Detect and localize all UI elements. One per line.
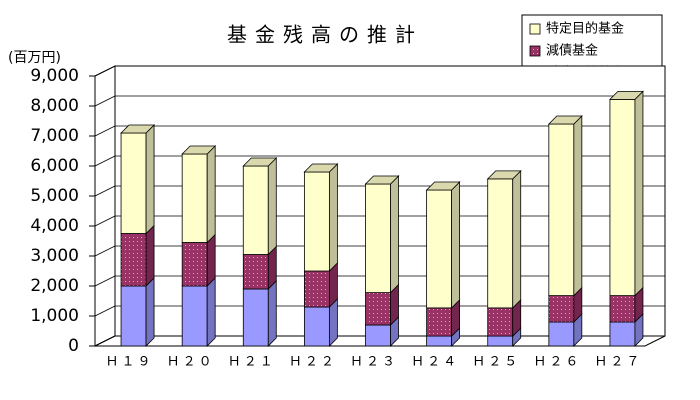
- bar-segment: [365, 324, 391, 347]
- legend-label: 減債基金: [546, 43, 598, 59]
- bar-top: [364, 175, 400, 185]
- grid-line: [94, 335, 116, 347]
- bar-segment: [609, 321, 636, 347]
- x-tick-label: Ｈ２７: [594, 355, 642, 370]
- bar-side: [206, 277, 216, 347]
- y-tick-label: 4,000: [30, 216, 79, 236]
- bar-segment: [426, 335, 453, 347]
- bar-segment: [548, 123, 575, 297]
- bar-segment: [365, 183, 391, 293]
- bar-top: [242, 157, 278, 167]
- x-tick-label: Ｈ２０: [167, 355, 215, 370]
- bar-segment: [120, 132, 147, 234]
- y-tick-label: 2,000: [30, 276, 79, 296]
- bar-segment: [426, 189, 453, 309]
- bar-segment: [120, 285, 147, 347]
- bar-side: [145, 277, 155, 347]
- bar-side: [451, 181, 461, 309]
- side-wall: [94, 65, 116, 347]
- bar-segment: [303, 270, 330, 308]
- bar-side: [145, 224, 155, 287]
- bar-segment: [181, 153, 208, 243]
- x-tick-label: Ｈ２４: [411, 355, 459, 370]
- bar-side: [328, 163, 338, 272]
- y-tick-label: 9,000: [30, 66, 79, 86]
- bar-segment: [303, 306, 330, 347]
- bar-segment: [365, 292, 391, 326]
- bar-side: [634, 90, 644, 297]
- bar-top: [303, 163, 339, 173]
- bar-side: [206, 233, 216, 287]
- legend-swatch: [529, 45, 541, 57]
- x-tick-label: Ｈ２５: [472, 355, 520, 370]
- y-tick-label: 5,000: [30, 186, 79, 206]
- y-tick-label: 1,000: [30, 306, 79, 326]
- legend-swatch: [529, 23, 541, 35]
- y-tick-label: 8,000: [30, 96, 79, 116]
- y-tick-label: 0: [68, 336, 79, 356]
- bar-segment: [181, 242, 208, 287]
- bar-segment: [548, 295, 575, 323]
- bar-segment: [609, 295, 636, 323]
- bar-segment: [487, 178, 514, 309]
- grid-line: [94, 275, 116, 287]
- x-tick-label: Ｈ２２: [289, 355, 337, 370]
- bar-side: [512, 169, 522, 309]
- grid-line: [94, 305, 116, 317]
- bar-top: [486, 170, 522, 180]
- bar-side: [267, 157, 277, 256]
- bar-top: [120, 124, 156, 134]
- x-tick-label: Ｈ２１: [228, 355, 276, 370]
- bar-segment: [487, 335, 514, 347]
- bar-top: [425, 181, 461, 191]
- chart-title: 基金残高の推計: [227, 23, 423, 47]
- bar-segment: [120, 233, 147, 287]
- bar-segment: [242, 254, 269, 290]
- grid-line: [94, 185, 116, 197]
- bar-side: [390, 175, 399, 294]
- x-tick-label: Ｈ２６: [533, 355, 581, 370]
- bar-segment: [548, 321, 575, 347]
- bar-segment: [242, 165, 269, 255]
- bar-segment: [242, 288, 269, 347]
- bar-side: [145, 124, 155, 235]
- grid-line: [94, 125, 116, 137]
- x-tick-label: Ｈ２３: [350, 355, 398, 370]
- bar-top: [181, 145, 217, 155]
- bar-side: [206, 145, 216, 244]
- grid-line: [94, 65, 116, 77]
- bar-segment: [181, 285, 208, 347]
- grid-line: [94, 245, 116, 257]
- bar-top: [608, 91, 644, 100]
- bar-top: [547, 115, 583, 125]
- y-axis-label: (百万円): [8, 50, 61, 66]
- legend-label: 特定目的基金: [546, 21, 624, 37]
- grid-line: [94, 215, 116, 227]
- bar-segment: [487, 307, 514, 337]
- y-tick-label: 7,000: [30, 126, 79, 146]
- grid-line: [94, 155, 116, 167]
- x-tick-label: Ｈ１９: [106, 355, 154, 370]
- y-tick-label: 6,000: [30, 156, 79, 176]
- bar-segment: [609, 99, 636, 296]
- y-tick-label: 3,000: [30, 246, 79, 266]
- bar-side: [573, 115, 583, 297]
- grid-line: [94, 95, 116, 107]
- bar-segment: [303, 171, 330, 272]
- bar-segment: [426, 307, 453, 337]
- bar-side: [267, 280, 277, 347]
